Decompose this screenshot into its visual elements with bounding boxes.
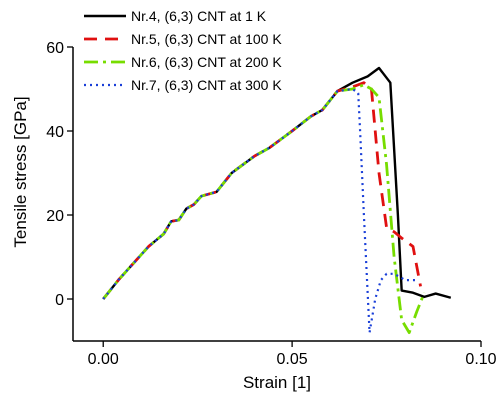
series-layer bbox=[102, 66, 452, 334]
series-line-2 bbox=[102, 81, 422, 300]
x-tick-label: 0.10 bbox=[465, 351, 496, 368]
legend-label-1: Nr.4, (6,3) CNT at 1 K bbox=[131, 8, 267, 24]
legend-label-4: Nr.7, (6,3) CNT at 300 K bbox=[131, 77, 282, 93]
y-axis-label: Tensile stress [GPa] bbox=[11, 96, 30, 247]
legend: Nr.4, (6,3) CNT at 1 K Nr.5, (6,3) CNT at… bbox=[84, 8, 282, 93]
series-line-4 bbox=[102, 87, 417, 334]
series-line-1 bbox=[102, 66, 452, 300]
x-tick-label: 0.05 bbox=[277, 351, 308, 368]
x-axis-label: Strain [1] bbox=[243, 373, 311, 392]
axes-layer: 0.00 0.05 0.10 0 20 40 60 bbox=[46, 40, 496, 368]
y-tick-label: 40 bbox=[46, 124, 64, 141]
y-tick-label: 60 bbox=[46, 40, 64, 57]
legend-label-2: Nr.5, (6,3) CNT at 100 K bbox=[131, 31, 282, 47]
y-tick-label: 20 bbox=[46, 208, 64, 225]
plot-frame bbox=[72, 47, 481, 342]
y-tick-label: 0 bbox=[55, 292, 64, 309]
series-line-3 bbox=[102, 83, 426, 334]
x-tick-label: 0.00 bbox=[88, 351, 119, 368]
legend-label-3: Nr.6, (6,3) CNT at 200 K bbox=[131, 54, 282, 70]
